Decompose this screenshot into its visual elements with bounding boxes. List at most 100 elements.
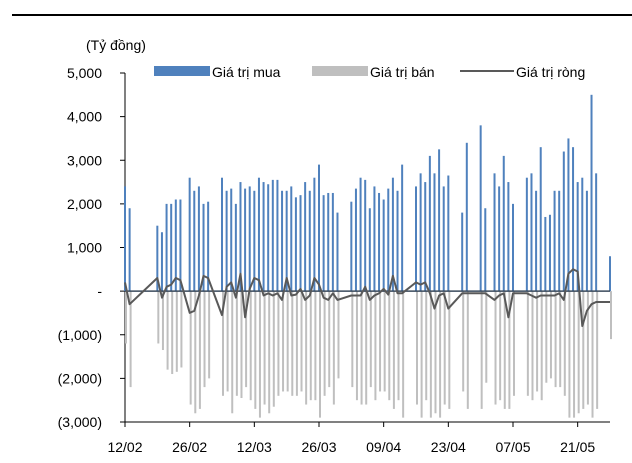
buy-bar: [308, 190, 311, 292]
sell-bar: [573, 291, 576, 418]
y-tick-label: 4,000: [67, 109, 102, 125]
sell-bar: [231, 291, 234, 414]
sell-bar: [420, 291, 423, 418]
sell-bar: [249, 291, 252, 401]
sell-bar: [226, 291, 229, 392]
sell-bar: [610, 291, 612, 340]
sell-bar: [365, 291, 368, 405]
buy-bar: [285, 190, 288, 292]
buy-bar: [124, 186, 126, 292]
sell-bar: [355, 291, 358, 401]
buy-bar: [498, 186, 501, 292]
buy-bar: [156, 225, 159, 292]
sell-bar: [577, 291, 580, 414]
sell-bar: [129, 291, 132, 388]
buy-bar: [225, 190, 228, 292]
legend: Giá trị mua Giá trị bán Giá trị ròng: [154, 64, 585, 80]
buy-bar: [562, 151, 565, 292]
sell-bar: [314, 291, 317, 401]
buy-bar: [585, 190, 588, 292]
sell-bar: [277, 291, 280, 396]
x-tick-label: 26/02: [172, 439, 207, 455]
y-tick-label: -: [97, 283, 102, 299]
buy-bar: [331, 192, 334, 292]
buy-bar: [373, 186, 376, 292]
sell-bar: [485, 291, 488, 383]
buy-bar: [239, 182, 242, 292]
sell-bar: [351, 291, 354, 388]
buy-bar: [271, 179, 274, 292]
buy-bar: [350, 201, 353, 292]
sell-bar: [171, 291, 174, 375]
sell-bar: [360, 291, 363, 405]
buy-bar: [438, 149, 441, 292]
net-series: [124, 268, 610, 327]
sell-bar: [125, 291, 127, 344]
sell-bar: [309, 291, 312, 401]
buy-bar: [128, 208, 131, 292]
buy-bar: [179, 199, 182, 292]
buy-bar: [447, 175, 450, 292]
sell-bar: [392, 291, 395, 409]
sell-bar: [513, 291, 515, 396]
sell-bar: [448, 291, 451, 409]
buy-bar: [572, 147, 575, 292]
legend-label-sell: Giá trị bán: [370, 64, 435, 80]
sell-bar: [295, 291, 298, 396]
sell-bar: [549, 291, 552, 379]
x-tick-label: 07/05: [495, 439, 530, 455]
sell-bar: [282, 291, 285, 392]
sell-bar: [439, 291, 442, 418]
sell-bar: [300, 291, 303, 392]
sell-bar: [157, 291, 160, 344]
sell-bar: [526, 291, 529, 396]
buy-bar: [354, 188, 357, 292]
sell-bar: [263, 291, 266, 405]
buy-bar: [230, 188, 233, 292]
buy-bar: [160, 232, 163, 292]
sell-bar: [369, 291, 372, 388]
y-tick-label: 3,000: [67, 152, 102, 168]
legend-label-net: Giá trị ròng: [516, 64, 585, 80]
sell-bar: [462, 291, 465, 392]
buy-bar: [262, 182, 265, 292]
sell-bar: [254, 291, 257, 409]
sell-bar: [503, 291, 506, 409]
sell-bar: [245, 291, 248, 388]
sell-bar: [189, 291, 192, 405]
buy-bar: [391, 177, 394, 292]
buy-bar: [512, 203, 514, 292]
sell-bar: [203, 291, 206, 388]
sell-bar: [194, 291, 197, 414]
buy-bar: [433, 173, 436, 292]
buy-bar: [484, 208, 487, 292]
buy-bar: [535, 190, 538, 292]
x-tick-label: 12/03: [237, 439, 272, 455]
y-tick-label: (3,000): [58, 414, 102, 430]
sell-bar: [175, 291, 178, 372]
buy-bar: [290, 186, 293, 292]
sell-bar: [434, 291, 437, 414]
buy-bar: [281, 190, 284, 292]
buy-bar: [165, 203, 168, 292]
sell-bar: [374, 291, 377, 401]
sell-bar: [545, 291, 548, 383]
buy-bar: [193, 190, 196, 292]
y-tick-label: (2,000): [58, 370, 102, 386]
sell-bar: [397, 291, 400, 401]
buy-bar: [419, 173, 422, 292]
x-tick-label: 09/04: [366, 439, 401, 455]
sell-bar: [591, 291, 594, 418]
sell-bar: [291, 291, 294, 396]
legend-label-buy: Giá trị mua: [212, 64, 281, 80]
buy-bar: [244, 188, 247, 292]
sell-bar: [425, 291, 428, 401]
x-tick-label: 12/02: [107, 439, 142, 455]
y-tick-label: 1,000: [67, 240, 102, 256]
sell-bar: [508, 291, 511, 409]
y-tick-label: 2,000: [67, 196, 102, 212]
legend-swatch-sell: [312, 66, 368, 76]
buy-bar: [368, 208, 371, 292]
buy-bar: [581, 177, 584, 292]
